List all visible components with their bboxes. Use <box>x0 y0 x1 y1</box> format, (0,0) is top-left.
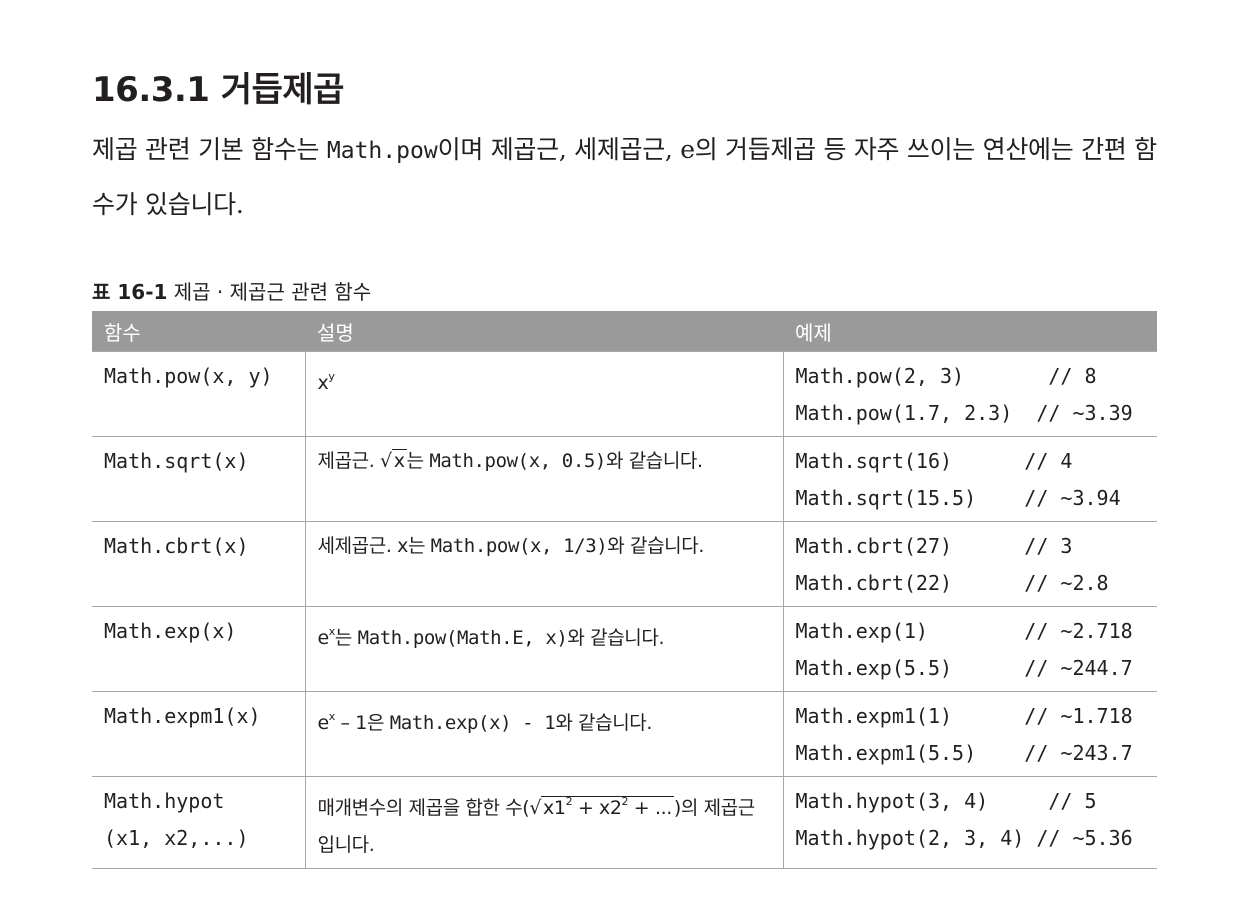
function-name: Math.cbrt(x) <box>104 534 249 558</box>
table-row: Math.pow(x, y) xy Math.pow(2, 3) // 8 Ma… <box>92 351 1157 437</box>
header-function: 함수 <box>92 311 305 352</box>
square-root-sign: √ <box>380 450 392 472</box>
radicand: x <box>391 449 407 472</box>
function-name: Math.expm1(x) <box>104 704 261 728</box>
description-cell: ex는 Math.pow(Math.E, x)와 같습니다. <box>304 606 783 692</box>
desc-prefix: 세제곱근. x는 <box>317 535 431 557</box>
example-cell: Math.cbrt(27) // 3 Math.cbrt(22) // ~2.8 <box>782 521 1157 607</box>
description-cell: 제곱근. √ x 는 Math.pow(x, 0.5)와 같습니다. <box>304 436 783 522</box>
formula-base: e <box>317 627 330 649</box>
description-text: 매개변수의 제곱을 합한 수(√ x12 + x22 + ...)의 제곱근입니다… <box>317 795 756 856</box>
desc-code: Math.exp(x) - 1 <box>389 712 556 734</box>
table-caption-title: 제곱 · 제곱근 관련 함수 <box>167 280 372 304</box>
radicand-term: + x2 <box>572 797 622 819</box>
formula-exponent: x <box>328 710 336 723</box>
formula-exponent: y <box>328 370 335 383</box>
description-cell: 매개변수의 제곱을 합한 수(√ x12 + x22 + ...)의 제곱근입니다… <box>304 776 783 869</box>
formula-base: x <box>317 372 329 394</box>
desc-code: Math.pow(Math.E, x) <box>357 627 568 649</box>
example-line: Math.sqrt(16) // 4 <box>795 449 1073 473</box>
formula-base: e <box>317 712 330 734</box>
desc-suffix: 와 같습니다. <box>567 627 665 649</box>
table-row: Math.exp(x) ex는 Math.pow(Math.E, x)와 같습니… <box>92 606 1157 692</box>
description-cell: xy <box>304 351 783 437</box>
table-header-row: 함수 설명 예제 <box>92 311 1157 352</box>
example-line: Math.cbrt(22) // ~2.8 <box>795 571 1109 595</box>
functions-table: 함수 설명 예제 Math.pow(x, y) xy Math.pow(2, 3… <box>92 311 1157 869</box>
description-text: xy <box>317 370 335 394</box>
function-cell: Math.sqrt(x) <box>92 436 305 522</box>
example-cell: Math.sqrt(16) // 4 Math.sqrt(15.5) // ~3… <box>782 436 1157 522</box>
description-text: ex는 Math.pow(Math.E, x)와 같습니다. <box>317 625 665 649</box>
table-caption: 표 16-1 제곱 · 제곱근 관련 함수 <box>92 276 371 305</box>
example-cell: Math.expm1(1) // ~1.718 Math.expm1(5.5) … <box>782 691 1157 777</box>
example-line: Math.expm1(1) // ~1.718 <box>795 704 1133 728</box>
function-name-line: Math.hypot <box>104 789 225 813</box>
table-row: Math.expm1(x) ex – 1은 Math.exp(x) - 1와 같… <box>92 691 1157 777</box>
desc-middle: 는 <box>406 450 430 472</box>
formula-exponent: x <box>328 625 336 638</box>
header-description: 설명 <box>305 311 783 352</box>
function-name: Math.sqrt(x) <box>104 449 249 473</box>
intro-text-after: 이며 제곱근, 세제곱근, e의 거듭제곱 등 자주 쓰이는 연산에는 간편 함… <box>92 135 1157 219</box>
formula-exponent: 2 <box>565 795 573 808</box>
desc-prefix: 제곱근. <box>317 450 381 472</box>
desc-suffix: 와 같습니다. <box>605 450 703 472</box>
example-line: Math.sqrt(15.5) // ~3.94 <box>795 486 1121 510</box>
header-example: 예제 <box>783 311 1157 352</box>
example-line: Math.expm1(5.5) // ~243.7 <box>795 741 1133 765</box>
example-line: Math.exp(1) // ~2.718 <box>795 619 1133 643</box>
table-caption-label: 표 16-1 <box>92 280 168 304</box>
function-cell: Math.pow(x, y) <box>92 351 305 437</box>
desc-code: Math.pow(x, 0.5) <box>429 450 606 472</box>
example-cell: Math.pow(2, 3) // 8 Math.pow(1.7, 2.3) /… <box>782 351 1157 437</box>
intro-text-before: 제곱 관련 기본 함수는 <box>92 135 327 164</box>
desc-suffix: 와 같습니다. <box>607 535 704 557</box>
function-name: Math.exp(x) <box>104 619 237 643</box>
example-line: Math.cbrt(27) // 3 <box>795 534 1073 558</box>
desc-suffix: 와 같습니다. <box>555 712 652 734</box>
example-line: Math.pow(1.7, 2.3) // ~3.39 <box>795 401 1133 425</box>
function-cell: Math.hypot (x1, x2,...) <box>92 776 305 869</box>
desc-middle: – 1은 <box>334 712 390 734</box>
example-cell: Math.exp(1) // ~2.718 Math.exp(5.5) // ~… <box>782 606 1157 692</box>
function-name-line: (x1, x2,...) <box>104 826 249 850</box>
function-name: Math.pow(x, y) <box>104 364 273 388</box>
square-root-sign: √ <box>529 797 542 819</box>
formula-exponent: 2 <box>621 795 629 808</box>
section-heading: 16.3.1 거듭제곱 <box>92 70 344 110</box>
example-line: Math.hypot(2, 3, 4) // ~5.36 <box>795 826 1133 850</box>
radicand-term: x1 <box>543 797 566 819</box>
intro-code: Math.pow <box>326 138 438 164</box>
description-cell: ex – 1은 Math.exp(x) - 1와 같습니다. <box>304 691 783 777</box>
table-row: Math.sqrt(x) 제곱근. √ x 는 Math.pow(x, 0.5)와 … <box>92 436 1157 522</box>
example-cell: Math.hypot(3, 4) // 5 Math.hypot(2, 3, 4… <box>782 776 1157 869</box>
radicand: x12 + x22 + ... <box>541 795 674 819</box>
description-text: 제곱근. √ x 는 Math.pow(x, 0.5)와 같습니다. <box>318 449 703 472</box>
description-text: ex – 1은 Math.exp(x) - 1와 같습니다. <box>317 710 653 734</box>
desc-code: Math.pow(x, 1/3) <box>430 535 608 557</box>
desc-middle: 는 <box>334 627 358 649</box>
description-cell: 세제곱근. x는 Math.pow(x, 1/3)와 같습니다. <box>304 521 783 607</box>
example-line: Math.exp(5.5) // ~244.7 <box>795 656 1133 680</box>
radicand-term: + ... <box>628 797 672 819</box>
description-text: 세제곱근. x는 Math.pow(x, 1/3)와 같습니다. <box>317 535 705 557</box>
function-cell: Math.expm1(x) <box>92 691 305 777</box>
table-row: Math.cbrt(x) 세제곱근. x는 Math.pow(x, 1/3)와 … <box>92 521 1157 607</box>
desc-prefix: 매개변수의 제곱을 합한 수( <box>317 797 530 819</box>
intro-paragraph: 제곱 관련 기본 함수는 Math.pow이며 제곱근, 세제곱근, e의 거듭… <box>92 123 1167 232</box>
function-cell: Math.exp(x) <box>92 606 305 692</box>
function-cell: Math.cbrt(x) <box>92 521 305 607</box>
example-line: Math.hypot(3, 4) // 5 <box>795 789 1097 813</box>
desc-suffix: )의 제곱근입니다. <box>317 797 756 856</box>
table-row: Math.hypot (x1, x2,...) 매개변수의 제곱을 합한 수(√… <box>92 776 1157 869</box>
example-line: Math.pow(2, 3) // 8 <box>795 364 1097 388</box>
